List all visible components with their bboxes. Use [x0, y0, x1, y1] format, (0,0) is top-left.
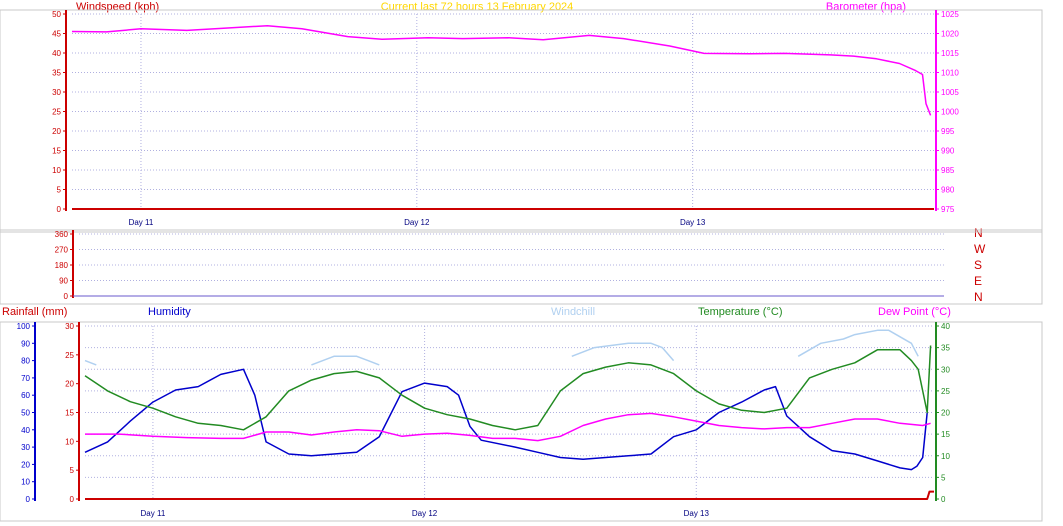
rainfall-tick-label: 60	[21, 391, 30, 400]
temperature-tick-label: 30	[941, 365, 950, 374]
windspeed-tick-label: 20	[52, 127, 61, 136]
plot-layer: Day 11 Day 12 Day 130510152025303540455097…	[0, 9, 1043, 522]
barometer-tick-label: 1000	[941, 108, 959, 117]
bottom-panel-x-tick-label: Day 12	[412, 509, 438, 518]
windspeed-tick-label: 30	[52, 88, 61, 97]
temperature-tick-label: 15	[941, 430, 950, 439]
bottom-left-inner-tick-label: 15	[65, 409, 74, 418]
barometer-tick-label: 990	[941, 147, 955, 156]
direction-tick-label: 0	[64, 292, 69, 301]
barometer-tick-label: 995	[941, 127, 955, 136]
windspeed-tick-label: 45	[52, 30, 61, 39]
rainfall-tick-label: 50	[21, 409, 30, 418]
windspeed-tick-label: 50	[52, 10, 61, 19]
barometer-tick-label: 1025	[941, 10, 959, 19]
bottom-panel-x-tick-label: Day 13	[684, 509, 710, 518]
direction-panel-border	[0, 229, 1043, 305]
direction-label-w: W	[974, 242, 986, 256]
windchill-label: Windchill	[551, 306, 595, 318]
top-panel-x-tick-label: Day 13	[680, 218, 706, 227]
rainfall-axis-label: Rainfall (mm)	[2, 306, 67, 318]
direction-tick-label: 180	[55, 261, 69, 270]
windspeed-tick-label: 0	[57, 205, 62, 214]
rainfall-tick-label: 40	[21, 426, 30, 435]
bottom-left-inner-tick-label: 25	[65, 351, 74, 360]
direction-tick-label: 360	[55, 230, 69, 239]
temperature-tick-label: 35	[941, 344, 950, 353]
barometer-tick-label: 975	[941, 205, 955, 214]
bottom-panel-border	[0, 321, 1043, 522]
dewpoint-label: Dew Point (°C)	[878, 306, 951, 318]
windspeed-tick-label: 5	[57, 186, 62, 195]
windspeed-axis-label: Windspeed (kph)	[76, 1, 159, 13]
windspeed-tick-label: 40	[52, 49, 61, 58]
bottom-panel-x-tick-label: Day 11	[141, 509, 166, 518]
top-panel-border	[0, 9, 1043, 233]
temperature-tick-label: 5	[941, 473, 946, 482]
windspeed-tick-label: 15	[52, 147, 61, 156]
humidity-series-line	[84, 368, 928, 471]
barometer-tick-label: 1010	[941, 69, 959, 78]
temperature-tick-label: 25	[941, 387, 950, 396]
direction-label-s: S	[974, 258, 982, 272]
windspeed-tick-label: 35	[52, 69, 61, 78]
chart-title: Current last 72 hours 13 February 2024	[381, 1, 574, 13]
temperature-tick-label: 20	[941, 409, 950, 418]
temperature-tick-label: 10	[941, 452, 950, 461]
windchill-series-line	[84, 329, 919, 366]
rainfall-tick-label: 10	[21, 478, 30, 487]
rainfall-tick-label: 70	[21, 374, 30, 383]
barometer-tick-label: 1020	[941, 30, 959, 39]
direction-label-n-top: N	[974, 226, 983, 240]
barometer-tick-label: 1015	[941, 49, 959, 58]
direction-label-e: E	[974, 274, 982, 288]
temperature-tick-label: 40	[941, 322, 950, 331]
rainfall-tick-label: 20	[21, 460, 30, 469]
bottom-left-inner-tick-label: 30	[65, 322, 74, 331]
barometer-tick-label: 980	[941, 186, 955, 195]
dewpoint-series-line	[85, 412, 931, 442]
bottom-left-inner-tick-label: 0	[70, 495, 75, 504]
rainfall-series-line	[85, 490, 934, 500]
rainfall-tick-label: 100	[17, 322, 31, 331]
barometer-tick-label: 1005	[941, 88, 959, 97]
temperature-label: Temperature (°C)	[698, 306, 782, 318]
temperature-series-line	[84, 345, 932, 431]
bottom-left-inner-tick-label: 10	[65, 437, 74, 446]
bottom-left-inner-tick-label: 5	[70, 466, 75, 475]
direction-tick-label: 270	[55, 246, 69, 255]
top-panel-x-tick-label: Day 11	[129, 218, 154, 227]
direction-label-n-bottom: N	[974, 290, 983, 304]
windspeed-tick-label: 10	[52, 166, 61, 175]
rainfall-tick-label: 90	[21, 339, 30, 348]
barometer-tick-label: 985	[941, 166, 955, 175]
windspeed-tick-label: 25	[52, 108, 61, 117]
bottom-left-inner-tick-label: 20	[65, 380, 74, 389]
rainfall-tick-label: 80	[21, 357, 30, 366]
rainfall-tick-label: 30	[21, 443, 30, 452]
top-panel-x-tick-label: Day 12	[404, 218, 430, 227]
rainfall-tick-label: 0	[26, 495, 31, 504]
barometer-axis-label: Barometer (hpa)	[826, 1, 906, 13]
humidity-label: Humidity	[148, 306, 191, 318]
temperature-tick-label: 0	[941, 495, 946, 504]
barometer-series-line	[71, 24, 932, 116]
direction-tick-label: 90	[59, 277, 68, 286]
